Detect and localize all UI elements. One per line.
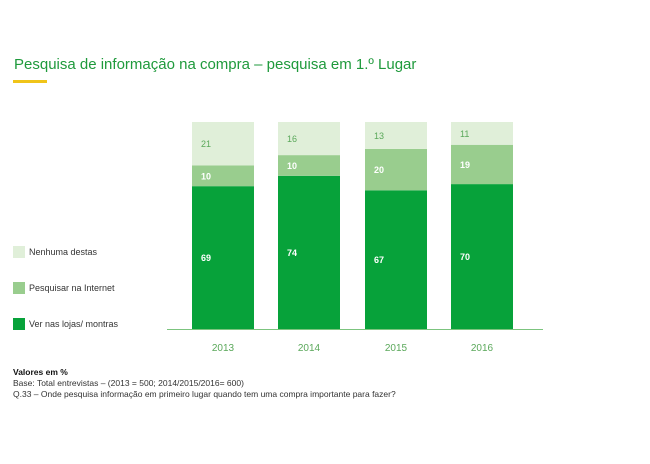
x-tick-label-2014: 2014 xyxy=(298,343,321,354)
bar-segment-2014-2 xyxy=(278,122,340,156)
legend-swatch-internet xyxy=(13,282,25,294)
data-label-2013-2: 21 xyxy=(201,139,211,149)
data-label-2013-0: 69 xyxy=(201,253,211,263)
legend-label-nenhuma: Nenhuma destas xyxy=(29,247,98,257)
bar-segment-2014-0 xyxy=(278,175,340,329)
bar-segment-2015-2 xyxy=(365,122,427,149)
footnotes: Valores em % Base: Total entrevistas – (… xyxy=(13,367,396,400)
data-label-2015-2: 13 xyxy=(374,131,384,141)
bar-segment-2014-1 xyxy=(278,155,340,176)
x-tick-label-2015: 2015 xyxy=(385,343,408,354)
title-underline xyxy=(13,80,47,83)
footnote-question: Q.33 – Onde pesquisa informação em prime… xyxy=(13,389,396,399)
x-tick-label-2016: 2016 xyxy=(471,343,494,354)
data-label-2014-2: 16 xyxy=(287,134,297,144)
legend-swatch-lojas xyxy=(13,318,25,330)
data-label-2014-0: 74 xyxy=(287,248,297,258)
data-label-2013-1: 10 xyxy=(201,171,211,181)
legend-label-lojas: Ver nas lojas/ montras xyxy=(29,319,119,329)
legend-item-nenhuma: Nenhuma destas xyxy=(13,245,97,259)
x-tick-label-2013: 2013 xyxy=(212,343,235,354)
bar-segment-2013-1 xyxy=(192,165,254,187)
footnote-base: Base: Total entrevistas – (2013 = 500; 2… xyxy=(13,378,244,388)
bar-segment-2015-1 xyxy=(365,148,427,191)
data-label-2016-2: 11 xyxy=(460,129,469,139)
bar-segment-2013-0 xyxy=(192,186,254,329)
data-label-2016-0: 70 xyxy=(460,252,470,262)
bar-segment-2016-0 xyxy=(451,184,513,329)
bar-segment-2015-0 xyxy=(365,190,427,329)
data-label-2016-1: 19 xyxy=(460,160,470,170)
legend-item-internet: Pesquisar na Internet xyxy=(13,281,115,295)
data-label-2015-1: 20 xyxy=(374,165,384,175)
legend-label-internet: Pesquisar na Internet xyxy=(29,283,115,293)
footnote-units: Valores em % xyxy=(13,367,68,377)
legend-swatch-nenhuma xyxy=(13,246,25,258)
chart-title: Pesquisa de informação na compra – pesqu… xyxy=(14,56,417,73)
data-label-2014-1: 10 xyxy=(287,161,297,171)
bar-segment-2016-1 xyxy=(451,144,513,185)
bar-segment-2013-2 xyxy=(192,122,254,166)
legend-item-lojas: Ver nas lojas/ montras xyxy=(13,317,118,331)
bar-segment-2016-2 xyxy=(451,122,513,145)
data-label-2015-0: 67 xyxy=(374,255,384,265)
